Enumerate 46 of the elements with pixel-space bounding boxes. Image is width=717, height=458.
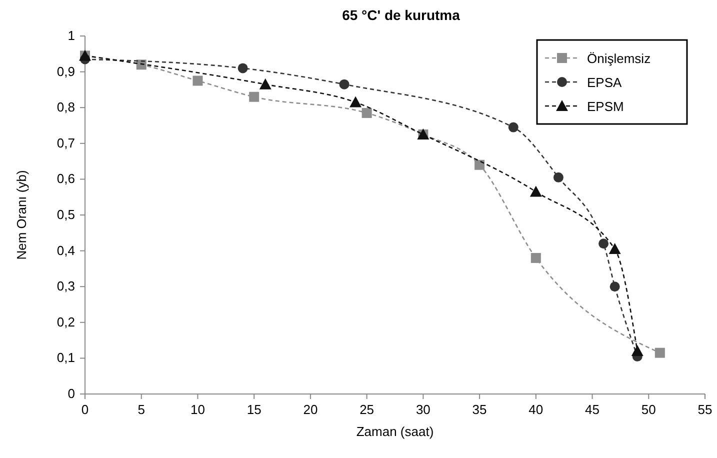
y-tick-label: 1 bbox=[68, 28, 75, 43]
y-tick-label: 0,5 bbox=[56, 207, 75, 222]
point bbox=[238, 63, 248, 74]
chart-title: 65 °C' de kurutma bbox=[342, 7, 460, 23]
point bbox=[530, 252, 541, 263]
y-tick-label: 0,2 bbox=[56, 314, 75, 330]
point bbox=[553, 172, 564, 182]
point bbox=[339, 79, 350, 90]
point bbox=[610, 282, 620, 292]
y-tick-label: 0,6 bbox=[56, 171, 75, 186]
point bbox=[508, 122, 518, 132]
x-tick-label: 10 bbox=[190, 402, 205, 417]
x-tick-label: 25 bbox=[360, 402, 374, 417]
x-tick-label: 35 bbox=[472, 402, 487, 417]
legend-label: EPSA bbox=[587, 75, 622, 90]
y-tick-label: 0,4 bbox=[56, 242, 75, 258]
x-tick-label: 40 bbox=[528, 402, 544, 417]
point bbox=[598, 238, 609, 249]
point bbox=[192, 76, 203, 86]
x-tick-label: 0 bbox=[81, 402, 89, 417]
legend-label: EPSM bbox=[587, 99, 624, 114]
point bbox=[631, 345, 644, 356]
x-axis-title: Zaman (saat) bbox=[356, 424, 434, 439]
y-tick-label: 0,1 bbox=[56, 350, 75, 366]
point bbox=[362, 108, 372, 118]
x-tick-label: 5 bbox=[138, 402, 145, 417]
y-tick-label: 0,7 bbox=[56, 135, 75, 150]
x-tick-label: 30 bbox=[416, 402, 430, 417]
point bbox=[249, 92, 260, 102]
x-tick-label: 20 bbox=[303, 402, 318, 417]
y-tick-label: 0 bbox=[68, 386, 75, 401]
point bbox=[654, 348, 665, 358]
legend-label: Önişlemsiz bbox=[587, 51, 651, 66]
x-tick-label: 15 bbox=[246, 402, 262, 417]
point bbox=[350, 96, 362, 108]
y-tick-label: 0,8 bbox=[56, 100, 75, 115]
point bbox=[259, 78, 272, 90]
point bbox=[474, 160, 485, 170]
y-tick-label: 0,9 bbox=[56, 64, 75, 79]
point bbox=[608, 243, 621, 254]
y-tick-label: 0,3 bbox=[56, 278, 75, 294]
x-tick-label: 50 bbox=[641, 402, 656, 417]
point bbox=[530, 186, 542, 197]
x-tick-label: 45 bbox=[585, 402, 600, 417]
x-tick-label: 55 bbox=[698, 402, 712, 417]
y-axis-title: Nem Oranı (yb) bbox=[14, 170, 29, 260]
